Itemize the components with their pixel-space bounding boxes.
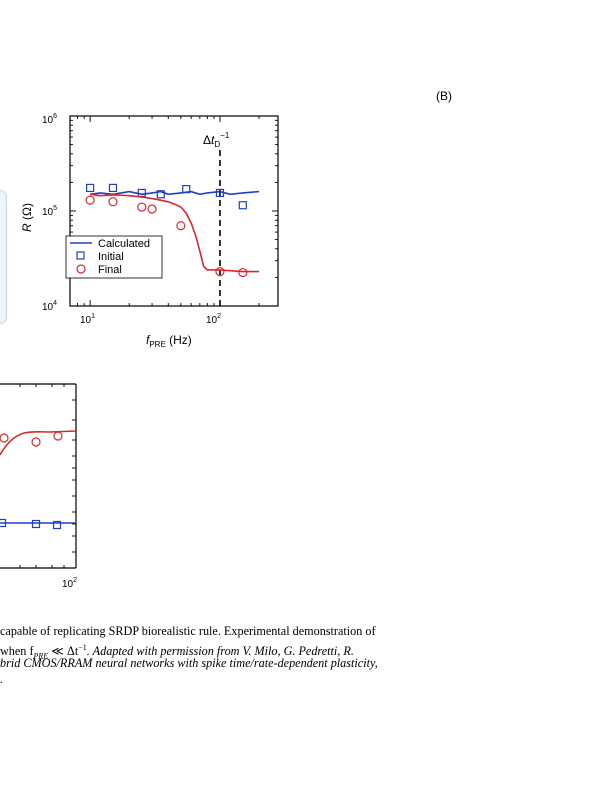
- axis-ticks: [69, 115, 278, 307]
- legend-label-initial: Initial: [98, 251, 124, 263]
- vline-label: ΔtD−1: [203, 131, 230, 149]
- partial-x-tick-label: 102: [62, 577, 77, 590]
- marker-final: [147, 204, 157, 214]
- marker-final: [238, 267, 248, 278]
- x-axis-title: fPRE (Hz): [146, 333, 192, 349]
- series-line-final: [89, 193, 259, 273]
- partial-marker-initial: [52, 520, 62, 530]
- partial-plot-area: [0, 430, 77, 530]
- x-tick-label: 102: [206, 313, 221, 326]
- marker-final: [108, 197, 118, 207]
- partial-panel: 102: [0, 383, 77, 590]
- y-tick-label: 104: [42, 300, 57, 313]
- marker-initial: [215, 188, 225, 198]
- legend: Calculated Initial Final: [65, 235, 163, 279]
- caption-line: capable of replicating SRDP biorealistic…: [0, 624, 376, 638]
- marker-final: [85, 195, 95, 205]
- caption-line: .: [0, 672, 4, 686]
- marker-initial: [238, 201, 247, 210]
- y-tick-label: 106: [42, 113, 57, 126]
- x-tick-label: 101: [80, 313, 95, 326]
- partial-axis-ticks: [19, 384, 76, 568]
- marker-initial: [182, 185, 191, 194]
- partial-marker-initial: [31, 519, 41, 529]
- partial-marker-final: [0, 433, 9, 443]
- marker-initial: [86, 183, 95, 193]
- partial-series-line-final: [0, 430, 77, 456]
- series-line-calculated: [89, 190, 260, 196]
- legend-marker-initial: [76, 251, 85, 260]
- y-axis-title: R (Ω): [20, 203, 34, 232]
- marker-initial: [156, 190, 165, 199]
- partial-marker-final: [31, 437, 41, 447]
- marker-initial: [137, 188, 146, 198]
- caption-line: when fPRE ≪ Δt−1. Adapted with permissio…: [0, 643, 354, 661]
- marker-initial: [108, 183, 118, 193]
- partial-marker-final: [53, 431, 63, 441]
- y-tick-label: 105: [42, 205, 57, 218]
- marker-final: [137, 202, 147, 212]
- panel-label: (B): [436, 89, 452, 103]
- marker-final: [215, 267, 225, 277]
- legend-marker-final: [76, 264, 86, 274]
- legend-label-final: Final: [98, 264, 122, 276]
- plot-area: [85, 150, 260, 306]
- marker-final: [176, 221, 186, 231]
- caption-line: brid CMOS/RRAM neural networks with spik…: [0, 656, 378, 670]
- partial-marker-initial: [0, 518, 7, 528]
- legend-label-calculated: Calculated: [98, 238, 150, 250]
